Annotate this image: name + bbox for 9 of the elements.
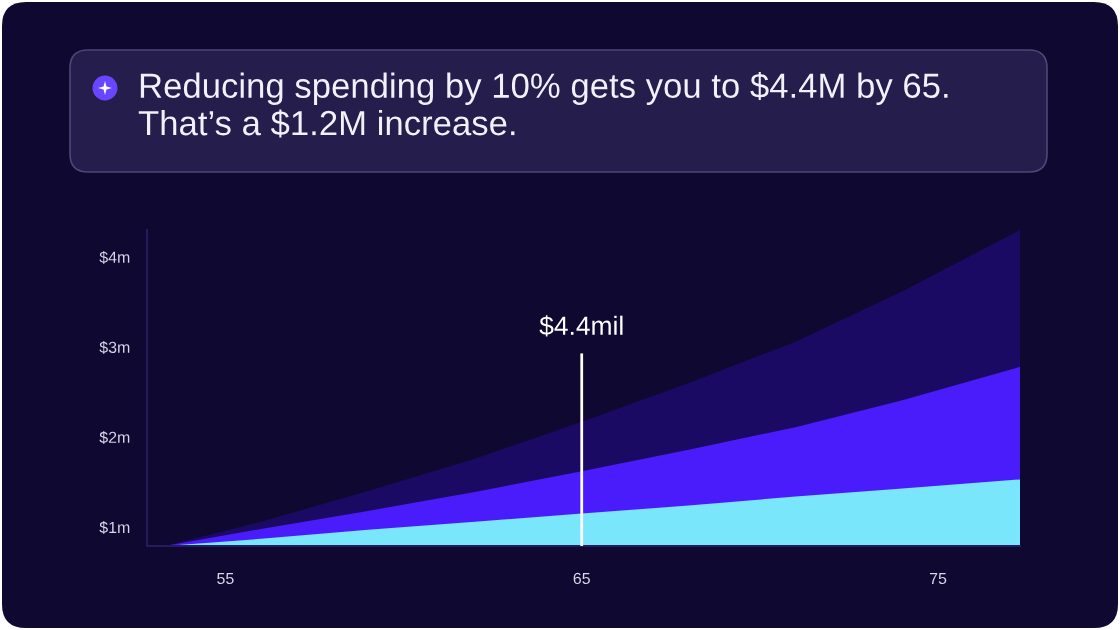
x-tick-label: 75 — [929, 572, 947, 585]
chart-title: Reducing spending by 10% gets you to $4.4M by 65. That’s a $1.2M increase. — [138, 72, 948, 138]
x-tick-label: 65 — [573, 572, 590, 585]
y-tick-label: $2m — [99, 431, 130, 444]
x-tick-label: 55 — [217, 572, 234, 585]
y-tick-label: $1m — [99, 521, 130, 534]
y-tick-label: $3m — [99, 341, 130, 354]
y-tick-label: $4m — [99, 250, 130, 264]
ref-line-label: $4.4mil — [539, 315, 623, 337]
